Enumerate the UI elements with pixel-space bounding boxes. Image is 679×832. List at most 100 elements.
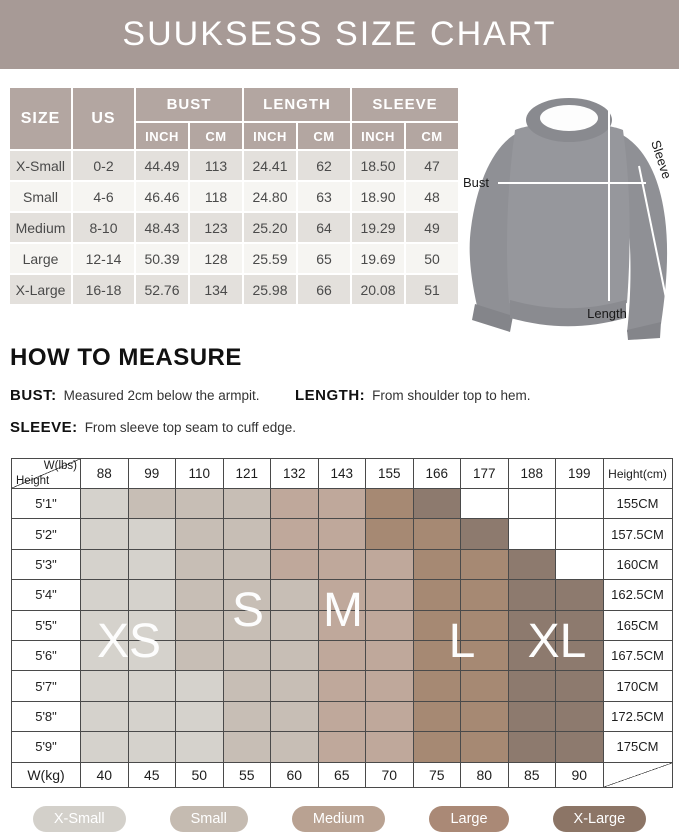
sub-header-inch: INCH (136, 123, 188, 149)
matrix-height-label: 5'8" (12, 701, 81, 733)
matrix-zone-cell (556, 519, 604, 550)
matrix-zone-cell (176, 640, 224, 672)
matrix-zone-cell (128, 701, 176, 733)
legend-pill-x-small: X-Small (32, 806, 126, 832)
matrix-height-label: 5'9" (12, 732, 81, 763)
measure-item-length: LENGTH: From shoulder top to hem. (295, 387, 531, 404)
legend-pill-large: Large (429, 806, 509, 832)
size-cell-value: 48.43 (136, 213, 188, 242)
size-cell-value: 19.29 (352, 213, 404, 242)
matrix-zone-cell (461, 519, 509, 550)
matrix-zone-cell (271, 610, 319, 641)
matrix-kg-value: 40 (81, 762, 129, 788)
matrix-zone-cell (508, 580, 556, 611)
size-cell-label: X-Large (10, 275, 71, 304)
matrix-zone-cell (508, 549, 556, 581)
matrix-zone-cell (508, 489, 556, 520)
sweater-right-cuff (627, 322, 661, 340)
matrix-zone-cell (271, 519, 319, 550)
size-cell-value: 48 (406, 182, 458, 211)
matrix-zone-cell (223, 640, 271, 672)
sleeve-measure-label: SLEEVE: (10, 419, 78, 436)
matrix-corner-lbs-label: W(lbs) (43, 460, 77, 472)
matrix-cm-label: 157.5CM (603, 519, 673, 550)
length-label: Length (587, 306, 627, 321)
matrix-zone-cell (223, 489, 271, 520)
matrix-zone-cell (318, 732, 366, 763)
matrix-corner-height-label: Height (16, 475, 50, 487)
matrix-zone-cell (556, 640, 604, 672)
size-cell-value: 18.50 (352, 151, 404, 180)
matrix-zone-cell (413, 489, 461, 520)
matrix-zone-cell (413, 671, 461, 702)
matrix-zone-cell (223, 610, 271, 641)
size-cell-value: 16-18 (73, 275, 134, 304)
matrix-zone-cell (461, 732, 509, 763)
sweater-body (507, 122, 630, 312)
matrix-zone-cell (128, 549, 176, 581)
col-header-size: SIZE (10, 88, 71, 149)
matrix-zone-cell (556, 580, 604, 611)
sub-header-inch: INCH (352, 123, 404, 149)
matrix-height-label: 5'1" (12, 489, 81, 520)
matrix-zone-cell (176, 489, 224, 520)
matrix-zone-cell (81, 732, 129, 763)
size-cell-value: 49 (406, 213, 458, 242)
length-measure-text: From shoulder top to hem. (372, 388, 531, 403)
size-cell-value: 64 (298, 213, 350, 242)
size-table-header: SIZE US BUST LENGTH SLEEVE INCH CM INCH … (10, 88, 458, 149)
measure-row: BUST: Measured 2cm below the armpit. LEN… (10, 387, 670, 404)
bust-measure-text: Measured 2cm below the armpit. (63, 388, 260, 403)
measure-row: SLEEVE: From sleeve top seam to cuff edg… (10, 419, 670, 436)
size-cell-value: 25.20 (244, 213, 296, 242)
sub-header-cm: CM (190, 123, 242, 149)
matrix-zone-cell (81, 671, 129, 702)
matrix-zone-cell (128, 489, 176, 520)
matrix-zone-cell (366, 580, 414, 611)
size-table-row: X-Large 16-18 52.76 134 25.98 66 20.08 51 (10, 275, 458, 304)
matrix-zone-cell (81, 640, 129, 672)
matrix-zone-cell (128, 580, 176, 611)
size-cell-value: 19.69 (352, 244, 404, 273)
matrix-zone-cell (81, 549, 129, 581)
matrix-zone-cell (366, 732, 414, 763)
matrix-zone-cell (556, 732, 604, 763)
sweater-left-cuff (472, 304, 513, 332)
matrix-zone-cell (461, 640, 509, 672)
matrix-height-label: 5'2" (12, 519, 81, 550)
matrix-kg-value: 80 (461, 762, 509, 788)
matrix-zone-cell (176, 732, 224, 763)
matrix-cm-label: 170CM (603, 671, 673, 702)
size-cell-label: Medium (10, 213, 71, 242)
matrix-zone-cell (366, 519, 414, 550)
matrix-zone-cell (461, 489, 509, 520)
matrix-lbs-header: 188 (508, 459, 556, 489)
matrix-cm-label: 160CM (603, 549, 673, 581)
matrix-zone-cell (556, 701, 604, 733)
bust-label: Bust (463, 175, 489, 190)
matrix-zone-cell (176, 701, 224, 733)
size-cell-value: 63 (298, 182, 350, 211)
matrix-zone-cell (413, 610, 461, 641)
size-cell-value: 113 (190, 151, 242, 180)
legend-pill-medium: Medium (291, 806, 386, 832)
sleeve-measure-text: From sleeve top seam to cuff edge. (84, 420, 297, 435)
size-cell-label: X-Small (10, 151, 71, 180)
size-legend: X-Small Small Medium Large X-Large (0, 806, 679, 832)
length-measure-label: LENGTH: (295, 387, 366, 404)
bust-measure-label: BUST: (10, 387, 57, 404)
size-cell-value: 134 (190, 275, 242, 304)
measure-item-sleeve: SLEEVE: From sleeve top seam to cuff edg… (10, 419, 296, 436)
matrix-zone-cell (366, 640, 414, 672)
col-header-length: LENGTH (244, 88, 350, 122)
matrix-kg-value: 75 (413, 762, 461, 788)
matrix-zone-cell (128, 640, 176, 672)
sweater-neck-hole (540, 105, 598, 131)
measure-item-bust: BUST: Measured 2cm below the armpit. (10, 387, 295, 404)
matrix-zone-cell (128, 519, 176, 550)
matrix-zone-cell (508, 671, 556, 702)
matrix-zone-cell (271, 671, 319, 702)
sweater-hem (510, 300, 626, 327)
matrix-zone-cell (413, 701, 461, 733)
